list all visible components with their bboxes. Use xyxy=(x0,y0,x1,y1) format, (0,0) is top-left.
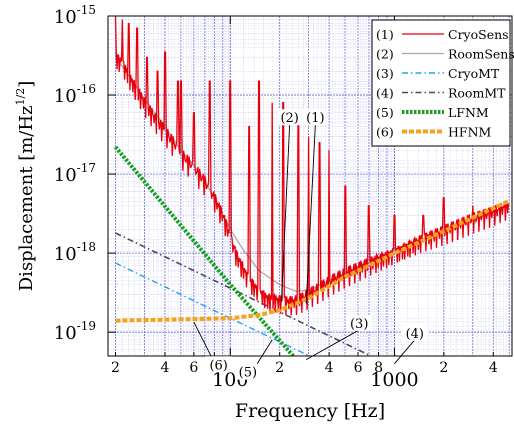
annotation-label: (4) xyxy=(406,327,424,342)
x-tick-label-minor: 4 xyxy=(489,360,498,376)
annotation-label-bg xyxy=(234,363,261,380)
legend-item-id: (6) xyxy=(376,125,394,140)
y-tick-label: 10-17 xyxy=(54,161,96,186)
y-tick-label: 10-18 xyxy=(54,240,96,265)
annotation-arrow xyxy=(305,124,316,304)
annotation-label: (3) xyxy=(350,317,368,332)
plot-frame xyxy=(107,15,513,357)
legend-box xyxy=(371,19,511,147)
legend-item-id: (5) xyxy=(376,105,394,120)
annotation-label: (5) xyxy=(239,366,257,381)
legend-item-id: (2) xyxy=(376,47,394,62)
annotation: (5) xyxy=(234,339,273,381)
x-tick-label-minor: 8 xyxy=(374,360,383,376)
x-tick-label-minor: 2 xyxy=(111,360,120,376)
annotation: (6) xyxy=(193,321,232,373)
annotation: (1) xyxy=(302,109,329,304)
y-axis-label-sup: 1/2 xyxy=(14,88,27,106)
series-line-roommt xyxy=(115,232,373,356)
legend: (1) CryoSens (2) RoomSens (3) CryoMT (4) RoomMT… xyxy=(371,19,514,147)
series-line-hfnm xyxy=(115,198,511,323)
annotation-label-bg xyxy=(205,356,232,373)
annotation: (4) xyxy=(394,324,428,364)
y-tick-label: 10-19 xyxy=(54,319,96,344)
series-layer xyxy=(113,16,511,356)
annotation: (2) xyxy=(276,109,303,303)
legend-item-name: RoomMT xyxy=(448,86,506,101)
legend-item: (4) RoomMT xyxy=(376,86,506,101)
series-cryosens xyxy=(114,16,510,316)
annotation-arrow xyxy=(394,339,416,364)
annotation-arrow xyxy=(281,124,291,303)
annotation: (3) xyxy=(305,314,373,361)
annotation-label-bg xyxy=(302,109,329,126)
series-hfnm xyxy=(115,198,511,323)
legend-item-name: CryoSens xyxy=(448,27,509,42)
x-tick-label-minor: 2 xyxy=(275,360,284,376)
legend-item-name: LFNM xyxy=(448,105,489,120)
annotation-label-bg xyxy=(276,109,303,126)
annotation-label-bg xyxy=(346,314,373,331)
legend-item-name: CryoMT xyxy=(448,66,500,81)
legend-item-id: (3) xyxy=(376,66,394,81)
x-tick-label-minor: 6 xyxy=(354,360,363,376)
x-tick-label-major: 1000 xyxy=(370,369,418,391)
series-lfnm xyxy=(113,145,296,356)
y-tick-label: 10-16 xyxy=(54,82,96,107)
legend-item-id: (4) xyxy=(376,86,394,101)
legend-item-name: HFNM xyxy=(448,125,492,140)
x-tick-label-minor: 4 xyxy=(325,360,334,376)
annotation-label: (6) xyxy=(209,358,227,373)
annotations: (2) (1) (3) (4) (6) (5) xyxy=(193,109,428,381)
annotation-label: (2) xyxy=(280,111,298,126)
legend-item: (5) LFNM xyxy=(376,105,489,120)
legend-item: (6) HFNM xyxy=(376,125,492,140)
legend-item-id: (1) xyxy=(376,27,394,42)
x-axis-label: Frequency [Hz] xyxy=(235,400,385,422)
x-tick-label-minor: 4 xyxy=(160,360,169,376)
annotation-label-bg xyxy=(401,324,428,341)
legend-item: (2) RoomSens xyxy=(376,47,514,62)
x-tick-label-minor: 6 xyxy=(189,360,198,376)
y-tick-label: 10-15 xyxy=(54,3,96,28)
series-line-lfnm xyxy=(113,145,296,356)
y-axis-label-close: ] xyxy=(16,81,37,88)
legend-item: (3) CryoMT xyxy=(376,66,500,81)
series-roommt xyxy=(115,232,373,356)
y-axis-label-main: Displacement [m/Hz xyxy=(16,105,37,291)
series-line-cryosens xyxy=(114,16,510,316)
legend-item-name: RoomSens xyxy=(448,47,514,62)
annotation-label: (1) xyxy=(306,111,324,126)
annotation-arrow xyxy=(305,329,360,361)
x-tick-label-minor: 2 xyxy=(439,360,448,376)
legend-item: (1) CryoSens xyxy=(376,27,509,42)
y-axis-label: Displacement [m/Hz1/2] xyxy=(14,81,37,292)
